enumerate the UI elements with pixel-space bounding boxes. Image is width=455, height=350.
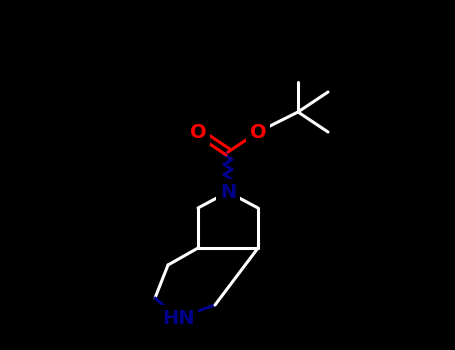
Text: HN: HN: [162, 308, 194, 328]
Text: N: N: [220, 182, 236, 202]
Text: O: O: [250, 122, 266, 141]
Text: O: O: [190, 122, 206, 141]
